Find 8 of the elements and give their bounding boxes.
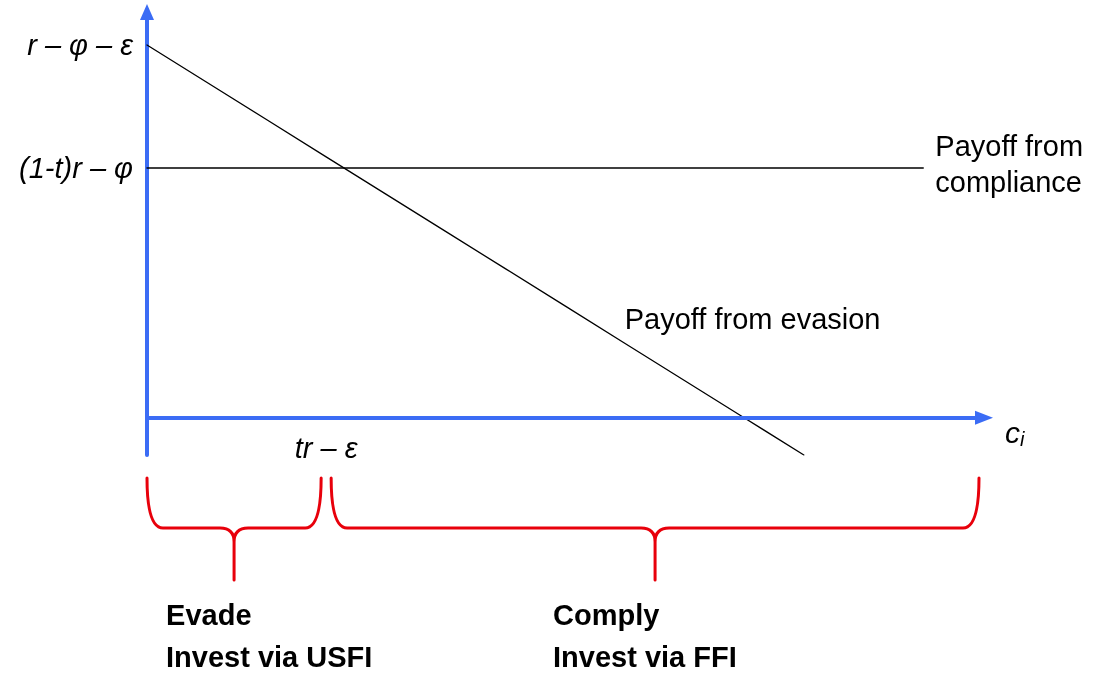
- text: Evade Invest via USFI: [166, 598, 373, 675]
- annotation: tr – ε: [294, 432, 359, 465]
- text: Comply Invest via FFI: [553, 598, 737, 675]
- x-axis-title: ci: [1005, 416, 1025, 450]
- text: (1-t)r – φ: [19, 152, 133, 185]
- series-label: Payoff from compliance: [935, 130, 1092, 199]
- text: r – φ – ε: [27, 29, 135, 62]
- series-label: Payoff from evasion: [624, 303, 881, 336]
